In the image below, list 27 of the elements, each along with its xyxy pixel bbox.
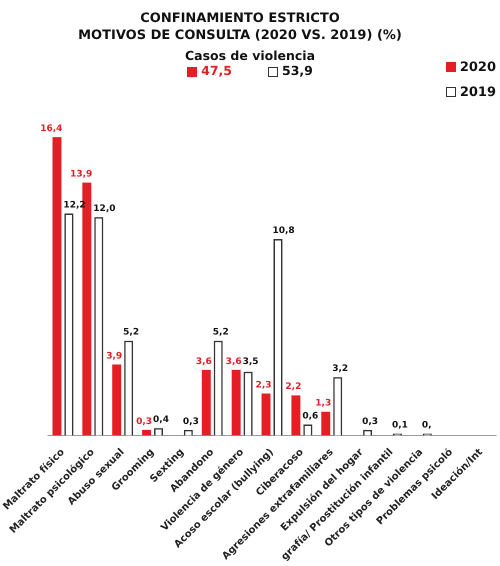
data-label: 2,2 [285, 382, 302, 392]
text: 2019 [458, 85, 496, 100]
data-label: 0,1 [392, 420, 408, 430]
data-label: 3,5 [242, 356, 259, 367]
data-label: 0, [422, 420, 432, 430]
data-label: 12,0 [93, 204, 116, 214]
data-label: 10,8 [272, 226, 295, 236]
text: Casos de violencia [184, 48, 316, 63]
data-label: 1,3 [315, 398, 332, 409]
text: 53,9 [282, 63, 313, 78]
data-label: 3,6 [196, 356, 212, 367]
data-label: 5,2 [123, 328, 140, 338]
data-label: 0,3 [362, 416, 378, 427]
data-label: 3,6 [226, 356, 242, 367]
text: 47,5 [201, 63, 232, 78]
data-label: 3,2 [332, 364, 348, 374]
data-label: 0,3 [182, 416, 199, 427]
data-label: 0,6 [302, 411, 318, 422]
chart-title: CONFINAMIENTO ESTRICTO MOTIVOS DE CONSULTA (2020 VS. 2019) (%) [77, 10, 403, 44]
data-label: 0,4 [153, 414, 169, 425]
data-label: 2,3 [256, 380, 272, 390]
data-label: 5,2 [212, 328, 229, 338]
legend-label: 2020 [458, 60, 496, 75]
data-label: 13,9 [70, 169, 92, 180]
data-label: 0,3 [136, 416, 152, 427]
data-label: 16,4 [40, 124, 62, 134]
data-label: 3,9 [106, 351, 122, 362]
